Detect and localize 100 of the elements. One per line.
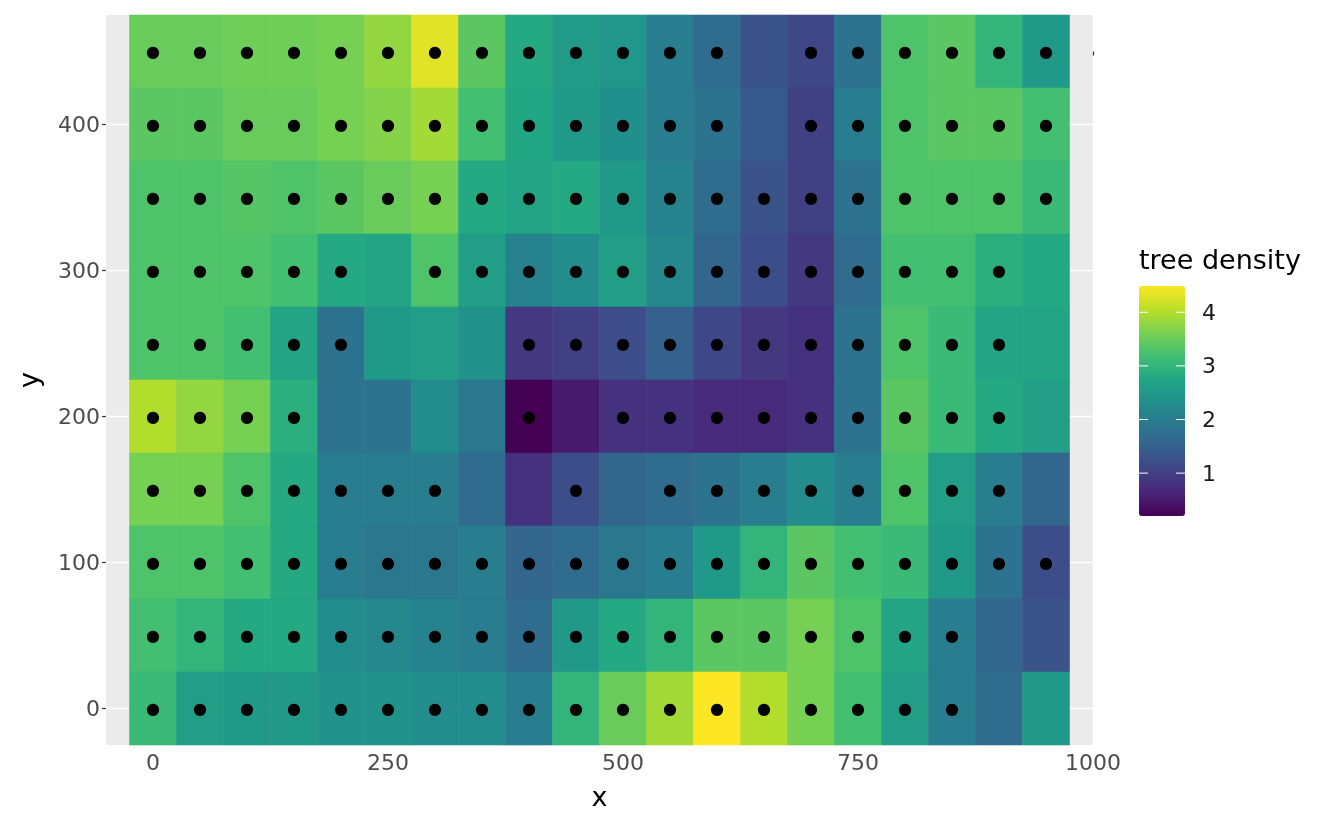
data-label: ● bbox=[945, 115, 960, 134]
data-label: ● bbox=[146, 699, 161, 718]
data-label: ● bbox=[522, 699, 537, 718]
data-label: ● bbox=[616, 261, 631, 280]
data-label: ● bbox=[146, 334, 161, 353]
data-label: ● bbox=[287, 480, 302, 499]
data-label: ● bbox=[710, 261, 725, 280]
x-tick-label: 250 bbox=[367, 749, 409, 775]
data-label: ● bbox=[757, 480, 772, 499]
data-label: ● bbox=[616, 553, 631, 572]
data-label: ● bbox=[522, 553, 537, 572]
data-label: ● bbox=[287, 699, 302, 718]
data-label: ● bbox=[381, 42, 396, 61]
data-label: ● bbox=[428, 42, 443, 61]
data-label: ● bbox=[240, 407, 255, 426]
color-bar-label: 3 bbox=[1202, 353, 1216, 379]
data-label: ● bbox=[851, 407, 866, 426]
data-label: ● bbox=[193, 699, 208, 718]
data-label: ● bbox=[475, 553, 490, 572]
data-label: ● bbox=[992, 42, 1007, 61]
data-label: ● bbox=[945, 699, 960, 718]
data-label: ● bbox=[381, 188, 396, 207]
data-label: ● bbox=[240, 334, 255, 353]
data-label: ● bbox=[569, 626, 584, 645]
data-label: ● bbox=[1039, 553, 1054, 572]
data-label: ● bbox=[804, 334, 819, 353]
data-label: ● bbox=[334, 115, 349, 134]
data-label: ● bbox=[663, 699, 678, 718]
data-label: ● bbox=[804, 699, 819, 718]
x-tick-label: 0 bbox=[146, 749, 160, 775]
data-label: ● bbox=[945, 553, 960, 572]
data-label: ● bbox=[851, 480, 866, 499]
data-label: ● bbox=[898, 115, 913, 134]
data-label: ● bbox=[193, 42, 208, 61]
data-label: ● bbox=[663, 115, 678, 134]
data-label: ● bbox=[287, 334, 302, 353]
data-label: ● bbox=[193, 480, 208, 499]
data-label: ● bbox=[240, 626, 255, 645]
data-label: ● bbox=[616, 115, 631, 134]
data-label: ● bbox=[334, 626, 349, 645]
data-label: ● bbox=[851, 115, 866, 134]
data-label: ● bbox=[193, 188, 208, 207]
data-label: ● bbox=[287, 407, 302, 426]
data-label: ● bbox=[851, 261, 866, 280]
data-label: ● bbox=[193, 261, 208, 280]
data-label: ● bbox=[804, 626, 819, 645]
data-label: ● bbox=[663, 480, 678, 499]
data-label: ● bbox=[710, 626, 725, 645]
data-label: ● bbox=[757, 626, 772, 645]
data-label: ● bbox=[569, 334, 584, 353]
data-label: ● bbox=[334, 261, 349, 280]
data-label: ● bbox=[757, 407, 772, 426]
color-bar-label: 4 bbox=[1202, 299, 1216, 325]
data-label: ● bbox=[992, 188, 1007, 207]
data-label: ● bbox=[663, 42, 678, 61]
data-label: ● bbox=[569, 699, 584, 718]
data-label: ● bbox=[475, 188, 490, 207]
data-label: ● bbox=[757, 553, 772, 572]
data-label: ● bbox=[851, 626, 866, 645]
data-label: ● bbox=[804, 261, 819, 280]
data-label: ● bbox=[428, 626, 443, 645]
data-label: ● bbox=[287, 553, 302, 572]
data-label: ● bbox=[240, 42, 255, 61]
data-label: ● bbox=[522, 42, 537, 61]
data-label: ● bbox=[146, 407, 161, 426]
data-label: ● bbox=[146, 480, 161, 499]
data-label: ● bbox=[710, 553, 725, 572]
data-label: ● bbox=[287, 626, 302, 645]
data-label: ● bbox=[475, 115, 490, 134]
data-label: ● bbox=[381, 115, 396, 134]
color-bar-label: 1 bbox=[1202, 460, 1216, 486]
x-axis-title: x bbox=[591, 781, 608, 812]
data-label: ● bbox=[945, 188, 960, 207]
data-label: ● bbox=[757, 261, 772, 280]
data-label: ● bbox=[1039, 42, 1054, 61]
data-label: ● bbox=[569, 188, 584, 207]
x-tick-label: 1000 bbox=[1065, 749, 1121, 775]
data-label: ● bbox=[475, 699, 490, 718]
data-label: ● bbox=[757, 334, 772, 353]
data-label: ● bbox=[757, 699, 772, 718]
data-label: ● bbox=[898, 480, 913, 499]
data-label: ● bbox=[193, 553, 208, 572]
data-label: ● bbox=[616, 42, 631, 61]
data-label: ● bbox=[992, 407, 1007, 426]
data-label: ● bbox=[334, 42, 349, 61]
data-label: ● bbox=[804, 407, 819, 426]
data-label: ● bbox=[569, 553, 584, 572]
y-tick-label: 300 bbox=[58, 258, 100, 283]
data-label: ● bbox=[240, 115, 255, 134]
data-label: ● bbox=[287, 42, 302, 61]
data-label: ● bbox=[334, 334, 349, 353]
y-tick-label: 100 bbox=[58, 550, 100, 575]
data-label: ● bbox=[710, 115, 725, 134]
data-label: ● bbox=[287, 188, 302, 207]
data-label: ● bbox=[193, 115, 208, 134]
data-label: ● bbox=[428, 699, 443, 718]
x-tick-label: 750 bbox=[837, 749, 879, 775]
data-label: ● bbox=[804, 480, 819, 499]
data-label: ● bbox=[475, 261, 490, 280]
data-label: ● bbox=[945, 334, 960, 353]
